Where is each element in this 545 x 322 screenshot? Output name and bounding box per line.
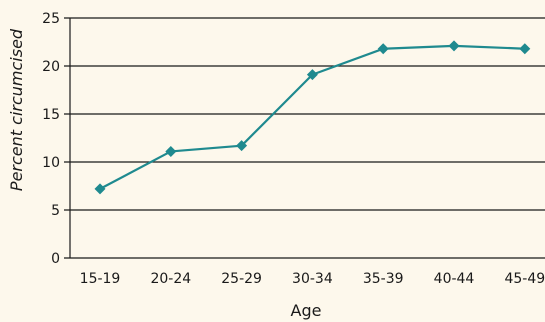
x-tick-labels: 15-19 20-24 25-29 30-34 35-39 40-44 45-49 [80, 271, 545, 287]
data-point-30-34 [306, 69, 318, 81]
gridlines [64, 17, 545, 259]
y-tick-label: 0 [51, 251, 60, 267]
y-tick-label: 15 [42, 107, 60, 123]
series-line [99, 44, 525, 190]
x-tick-label: 35-39 [363, 271, 404, 287]
data-point-40-44 [448, 40, 460, 52]
x-tick-label: 40-44 [434, 271, 475, 287]
data-point-15-19 [94, 183, 106, 195]
x-tick-label: 15-19 [80, 271, 121, 287]
y-tick-label: 10 [42, 155, 60, 171]
series-line-group [94, 40, 531, 195]
x-axis-label: Age [291, 301, 322, 320]
y-axis-label: Percent circumcised [7, 28, 26, 191]
x-tick-label: 45-49 [504, 271, 545, 287]
data-point-45-49 [519, 43, 531, 55]
y-tick-label: 25 [42, 11, 60, 27]
y-tick-labels: 0 5 10 15 20 25 [42, 11, 60, 267]
data-point-20-24 [165, 145, 177, 157]
data-point-35-39 [377, 43, 389, 55]
y-tick-label: 20 [42, 59, 60, 75]
data-point-25-29 [236, 140, 248, 152]
x-tick-label: 20-24 [150, 271, 191, 287]
y-tick-label: 5 [51, 203, 60, 219]
x-tick-label: 25-29 [221, 271, 262, 287]
x-tick-label: 30-34 [292, 271, 333, 287]
